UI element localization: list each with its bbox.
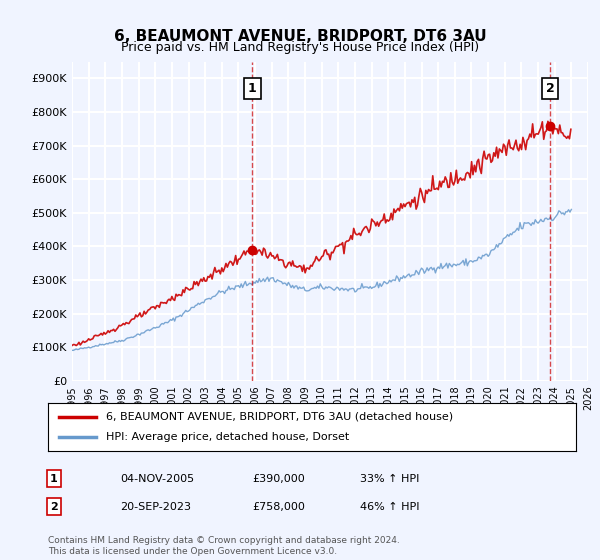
Text: Price paid vs. HM Land Registry's House Price Index (HPI): Price paid vs. HM Land Registry's House … [121,41,479,54]
Text: 04-NOV-2005: 04-NOV-2005 [120,474,194,484]
Text: 33% ↑ HPI: 33% ↑ HPI [360,474,419,484]
Text: 2: 2 [50,502,58,512]
Text: Contains HM Land Registry data © Crown copyright and database right 2024.
This d: Contains HM Land Registry data © Crown c… [48,536,400,556]
Text: £758,000: £758,000 [252,502,305,512]
Text: HPI: Average price, detached house, Dorset: HPI: Average price, detached house, Dors… [106,432,349,442]
Text: 6, BEAUMONT AVENUE, BRIDPORT, DT6 3AU (detached house): 6, BEAUMONT AVENUE, BRIDPORT, DT6 3AU (d… [106,412,453,422]
Text: £390,000: £390,000 [252,474,305,484]
Text: 1: 1 [50,474,58,484]
Text: 6, BEAUMONT AVENUE, BRIDPORT, DT6 3AU: 6, BEAUMONT AVENUE, BRIDPORT, DT6 3AU [113,29,487,44]
Text: 1: 1 [248,82,257,95]
Text: 20-SEP-2023: 20-SEP-2023 [120,502,191,512]
Text: 46% ↑ HPI: 46% ↑ HPI [360,502,419,512]
Text: 2: 2 [545,82,554,95]
